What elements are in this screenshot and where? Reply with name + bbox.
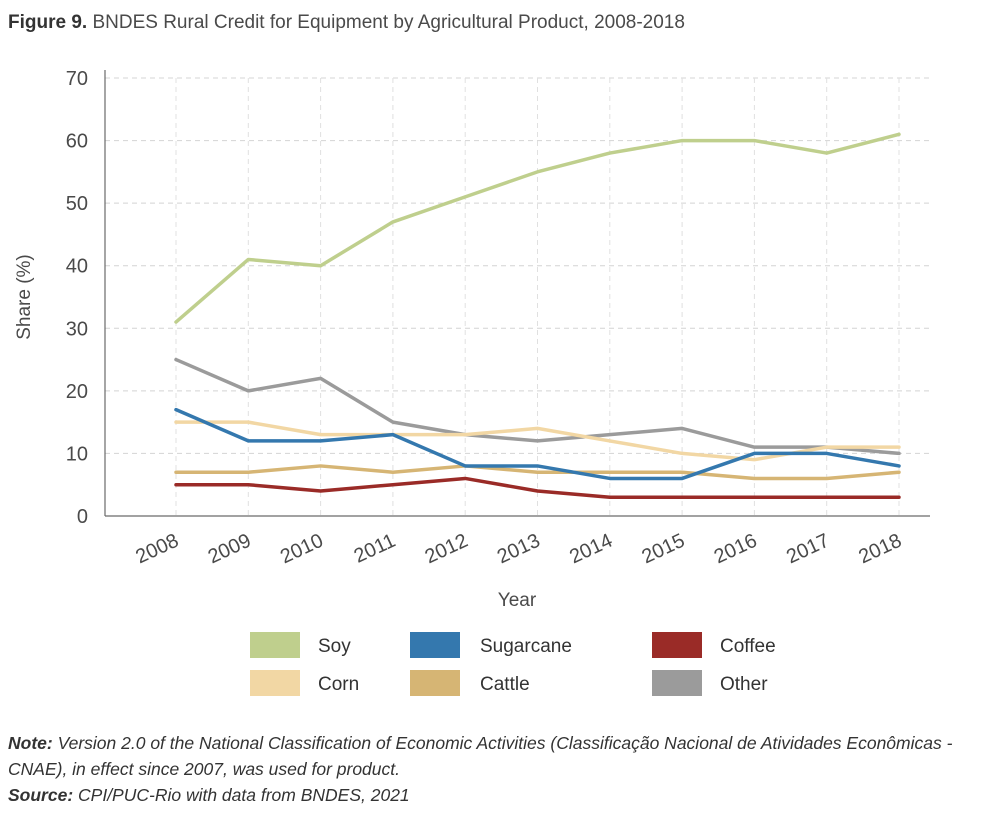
x-tick-label: 2014 <box>566 530 616 569</box>
series-line-soy <box>174 132 901 324</box>
legend-swatch-cattle <box>410 670 460 696</box>
legend-swatch-corn <box>250 670 300 696</box>
series-line-cattle <box>174 464 901 481</box>
legend-label-other: Other <box>720 674 768 695</box>
y-tick-label: 40 <box>66 256 88 278</box>
y-tick-label: 60 <box>66 131 88 153</box>
legend-label-cattle: Cattle <box>480 674 530 695</box>
x-tick-label: 2009 <box>205 530 255 569</box>
x-tick-label: 2013 <box>494 530 544 569</box>
legend-swatch-other <box>652 670 702 696</box>
x-tick-label: 2012 <box>422 530 472 569</box>
y-tick-label: 50 <box>66 193 88 215</box>
legend-swatch-sugarcane <box>410 632 460 658</box>
line-chart: 0 10 20 30 40 50 60 70 2008 2009 2010 2011 2012 2013 2… <box>14 68 930 696</box>
y-tick-label: 30 <box>66 318 88 340</box>
y-axis-title: Share (%) <box>14 254 35 340</box>
series-line-sugarcane <box>174 407 901 481</box>
source-text: CPI/PUC-Rio with data from BNDES, 2021 <box>73 785 410 805</box>
source-line: Source: CPI/PUC-Rio with data from BNDES… <box>8 782 993 808</box>
x-axis-title: Year <box>498 590 537 611</box>
legend-label-coffee: Coffee <box>720 636 776 657</box>
y-tick-label: 10 <box>66 443 88 465</box>
legend-label-corn: Corn <box>318 674 359 695</box>
legend-swatch-soy <box>250 632 300 658</box>
x-tick-label: 2018 <box>855 530 905 569</box>
legend: Soy Sugarcane Coffee Corn Cattle Other <box>250 632 776 696</box>
y-tick-label: 70 <box>66 68 88 90</box>
x-tick-label: 2010 <box>277 530 327 569</box>
x-tick-label: 2016 <box>711 530 761 569</box>
x-tick-label: 2015 <box>639 530 689 569</box>
legend-label-sugarcane: Sugarcane <box>480 636 572 657</box>
figure-label: Figure 9. <box>8 12 88 33</box>
x-tick-label: 2017 <box>783 530 833 569</box>
axes: 0 10 20 30 40 50 60 70 2008 2009 2010 2011 2012 2013 2… <box>14 68 930 611</box>
x-tick-label: 2011 <box>351 530 399 568</box>
figure-title-text: BNDES Rural Credit for Equipment by Agri… <box>92 12 685 33</box>
source-label: Source: <box>8 785 74 805</box>
series-line-other <box>174 357 901 456</box>
note-text: Version 2.0 of the National Classificati… <box>8 733 953 779</box>
series-line-corn <box>174 420 901 462</box>
series-line-coffee <box>174 476 901 499</box>
figure-title: Figure 9. BNDES Rural Credit for Equipme… <box>8 12 685 34</box>
note-line: Note: Version 2.0 of the National Classi… <box>8 730 993 782</box>
legend-label-soy: Soy <box>318 636 351 657</box>
y-tick-label: 20 <box>66 381 88 403</box>
x-tick-label: 2008 <box>132 530 182 569</box>
y-tick-label: 0 <box>77 506 88 528</box>
note-label: Note: <box>8 733 53 753</box>
footnote: Note: Version 2.0 of the National Classi… <box>8 730 993 808</box>
legend-swatch-coffee <box>652 632 702 658</box>
series-lines <box>174 132 901 499</box>
